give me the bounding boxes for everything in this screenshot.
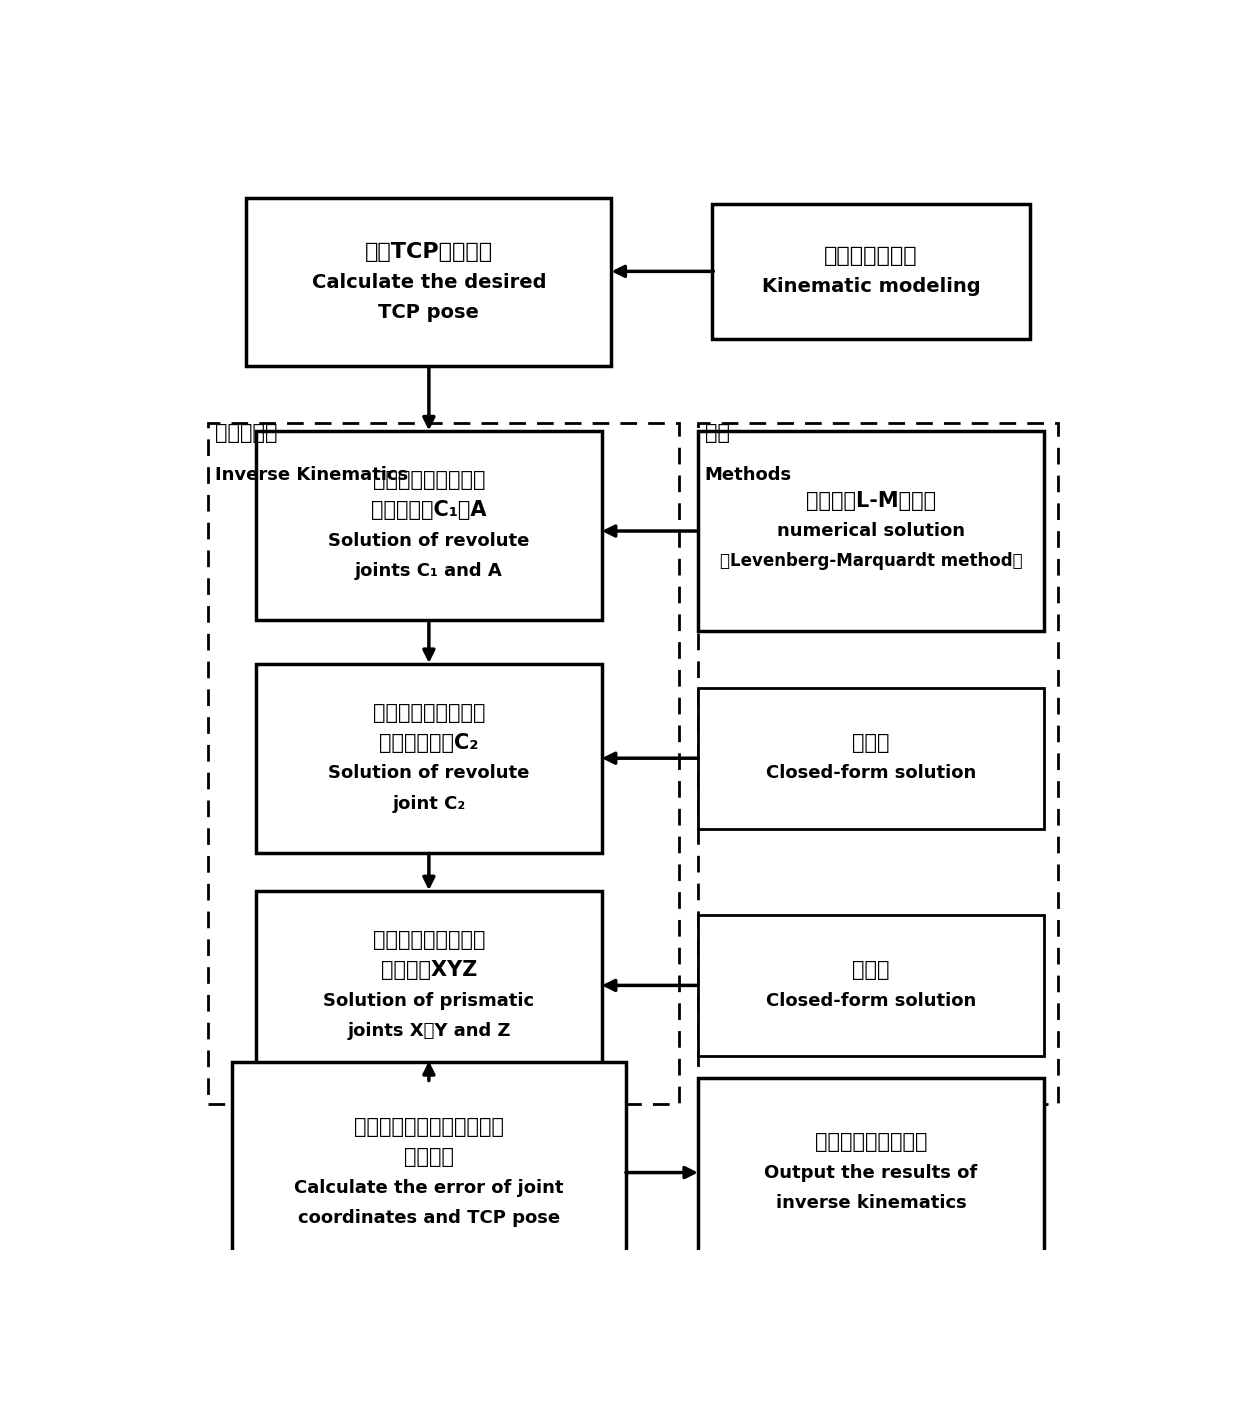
Text: joint C₂: joint C₂ (392, 795, 465, 812)
Text: Methods: Methods (704, 466, 792, 485)
Text: 求解与刀尖位置有关: 求解与刀尖位置有关 (373, 930, 485, 950)
Bar (255, 431, 601, 620)
Text: Solution of prismatic: Solution of prismatic (324, 992, 534, 1010)
Text: 求解控制刀具轴线方: 求解控制刀具轴线方 (373, 471, 485, 490)
Bar (698, 1078, 1044, 1267)
Bar (208, 423, 678, 1104)
Text: Kinematic modeling: Kinematic modeling (761, 277, 981, 296)
Bar (247, 198, 611, 367)
Text: 【Levenberg-Marquardt method】: 【Levenberg-Marquardt method】 (719, 552, 1022, 570)
Bar (712, 204, 1029, 339)
Text: numerical solution: numerical solution (777, 523, 965, 540)
Text: 运动学反解: 运动学反解 (215, 423, 277, 443)
Text: 方法: 方法 (704, 423, 729, 443)
Text: 方向的转动量C₂: 方向的转动量C₂ (379, 733, 479, 753)
Text: joints C₁ and A: joints C₁ and A (355, 562, 502, 580)
Text: 求解控制湟圆窩长轴: 求解控制湟圆窩长轴 (373, 702, 485, 722)
Bar (698, 688, 1044, 829)
Text: inverse kinematics: inverse kinematics (775, 1194, 966, 1213)
Text: 数值解（L-M算法）: 数值解（L-M算法） (806, 490, 936, 511)
Bar (255, 891, 601, 1080)
Bar (698, 915, 1044, 1055)
Text: 机床TCP目标位姿: 机床TCP目标位姿 (365, 242, 494, 261)
Text: Solution of revolute: Solution of revolute (329, 764, 529, 783)
Text: joints X、Y and Z: joints X、Y and Z (347, 1021, 511, 1040)
Bar (255, 663, 601, 853)
Text: TCP pose: TCP pose (378, 303, 480, 322)
Text: coordinates and TCP pose: coordinates and TCP pose (298, 1208, 560, 1227)
Text: 位姿误差: 位姿误差 (404, 1148, 454, 1168)
Text: 输出各运动学反解值: 输出各运动学反解值 (815, 1132, 928, 1152)
Bar (232, 1062, 626, 1283)
Text: Solution of revolute: Solution of revolute (329, 531, 529, 549)
Text: Closed-form solution: Closed-form solution (766, 992, 976, 1010)
Text: Inverse Kinematics: Inverse Kinematics (215, 466, 408, 485)
Text: Closed-form solution: Closed-form solution (766, 764, 976, 783)
Text: Output the results of: Output the results of (764, 1163, 977, 1182)
Text: 的平动量XYZ: 的平动量XYZ (381, 960, 477, 981)
Bar (698, 423, 1058, 1104)
Text: 计算关节量误差和机床末端: 计算关节量误差和机床末端 (353, 1117, 503, 1137)
Bar (698, 431, 1044, 631)
Text: 解析解: 解析解 (852, 960, 889, 981)
Text: Calculate the error of joint: Calculate the error of joint (294, 1179, 564, 1197)
Text: 向的转动量C₁和A: 向的转动量C₁和A (371, 500, 486, 520)
Text: Calculate the desired: Calculate the desired (311, 273, 546, 292)
Text: 前向运动学建模: 前向运动学建模 (825, 246, 918, 266)
Text: 解析解: 解析解 (852, 733, 889, 753)
